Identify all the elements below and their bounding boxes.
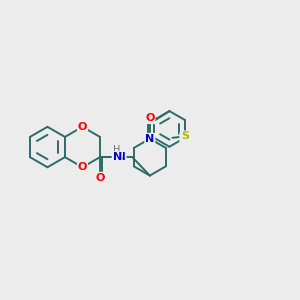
Text: O: O — [95, 172, 105, 183]
Text: N: N — [112, 152, 122, 162]
Text: N: N — [145, 134, 154, 144]
Text: S: S — [181, 131, 189, 141]
Text: H: H — [114, 152, 122, 162]
Text: O: O — [78, 122, 87, 132]
Text: N: N — [180, 133, 190, 143]
Text: N: N — [117, 152, 126, 162]
Text: O: O — [145, 113, 154, 123]
Text: H: H — [113, 145, 120, 155]
Text: O: O — [78, 162, 87, 172]
